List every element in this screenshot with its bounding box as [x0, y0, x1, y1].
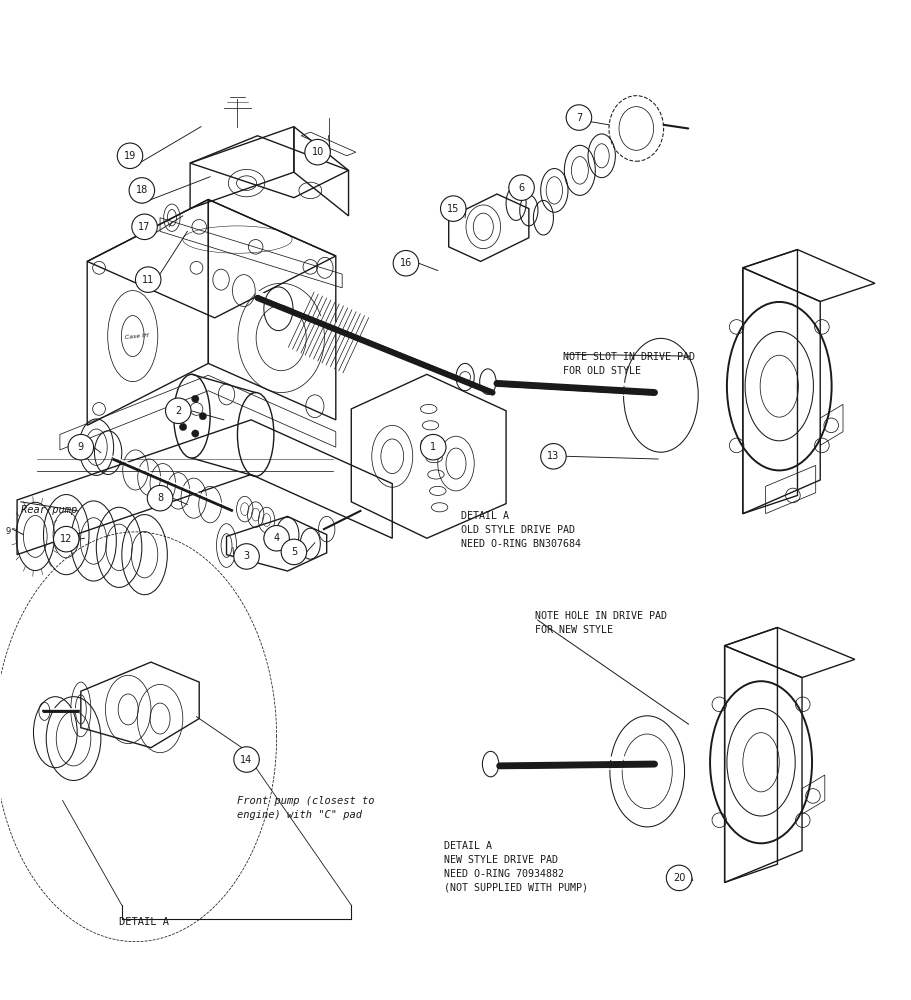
Circle shape: [129, 178, 155, 203]
Circle shape: [132, 214, 157, 240]
Circle shape: [540, 444, 566, 469]
Text: 2: 2: [175, 406, 181, 416]
Text: 18: 18: [136, 185, 148, 195]
Text: 9: 9: [77, 442, 84, 452]
Text: 10: 10: [312, 147, 323, 157]
Text: 8: 8: [157, 493, 163, 503]
Text: Rear pump: Rear pump: [21, 505, 77, 515]
Text: 13: 13: [547, 451, 559, 461]
Text: Front pump (closest to
engine) with "C" pad: Front pump (closest to engine) with "C" …: [237, 796, 374, 820]
Text: 1: 1: [430, 442, 435, 452]
Text: DETAIL A
NEW STYLE DRIVE PAD
NEED O-RING 70934882
(NOT SUPPLIED WITH PUMP): DETAIL A NEW STYLE DRIVE PAD NEED O-RING…: [444, 841, 588, 893]
Circle shape: [179, 402, 187, 409]
Text: 9: 9: [5, 527, 11, 536]
Text: 6: 6: [518, 183, 524, 193]
Circle shape: [233, 544, 259, 569]
Circle shape: [393, 250, 418, 276]
Text: 15: 15: [446, 204, 459, 214]
Text: 7: 7: [575, 113, 581, 123]
Circle shape: [281, 539, 306, 565]
Text: 3: 3: [243, 551, 250, 561]
Circle shape: [304, 139, 330, 165]
Text: DETAIL A
OLD STYLE DRIVE PAD
NEED O-RING BN307684: DETAIL A OLD STYLE DRIVE PAD NEED O-RING…: [460, 511, 580, 549]
Circle shape: [148, 485, 172, 511]
Text: NOTE SLOT IN DRIVE PAD
FOR OLD STYLE: NOTE SLOT IN DRIVE PAD FOR OLD STYLE: [563, 352, 695, 376]
Text: 4: 4: [273, 533, 280, 543]
Circle shape: [54, 526, 79, 552]
Text: 14: 14: [241, 755, 252, 765]
Circle shape: [191, 430, 199, 437]
Circle shape: [233, 747, 259, 772]
Text: 19: 19: [124, 151, 136, 161]
Text: 17: 17: [138, 222, 150, 232]
Circle shape: [118, 143, 143, 169]
Circle shape: [165, 398, 190, 424]
Text: 12: 12: [60, 534, 72, 544]
Text: 5: 5: [291, 547, 297, 557]
Circle shape: [68, 434, 94, 460]
Text: NOTE HOLE IN DRIVE PAD
FOR NEW STYLE: NOTE HOLE IN DRIVE PAD FOR NEW STYLE: [535, 611, 667, 635]
Circle shape: [191, 395, 199, 403]
Text: DETAIL A: DETAIL A: [119, 917, 169, 927]
Text: Case IH: Case IH: [125, 333, 149, 340]
Circle shape: [179, 423, 187, 431]
Circle shape: [440, 196, 466, 221]
Circle shape: [508, 175, 534, 200]
Circle shape: [263, 525, 289, 551]
Circle shape: [136, 267, 160, 292]
Text: 11: 11: [142, 275, 154, 285]
Text: 20: 20: [672, 873, 684, 883]
Circle shape: [199, 413, 206, 420]
Circle shape: [666, 865, 691, 891]
Circle shape: [420, 434, 445, 460]
Text: 16: 16: [399, 258, 412, 268]
Circle shape: [566, 105, 591, 130]
